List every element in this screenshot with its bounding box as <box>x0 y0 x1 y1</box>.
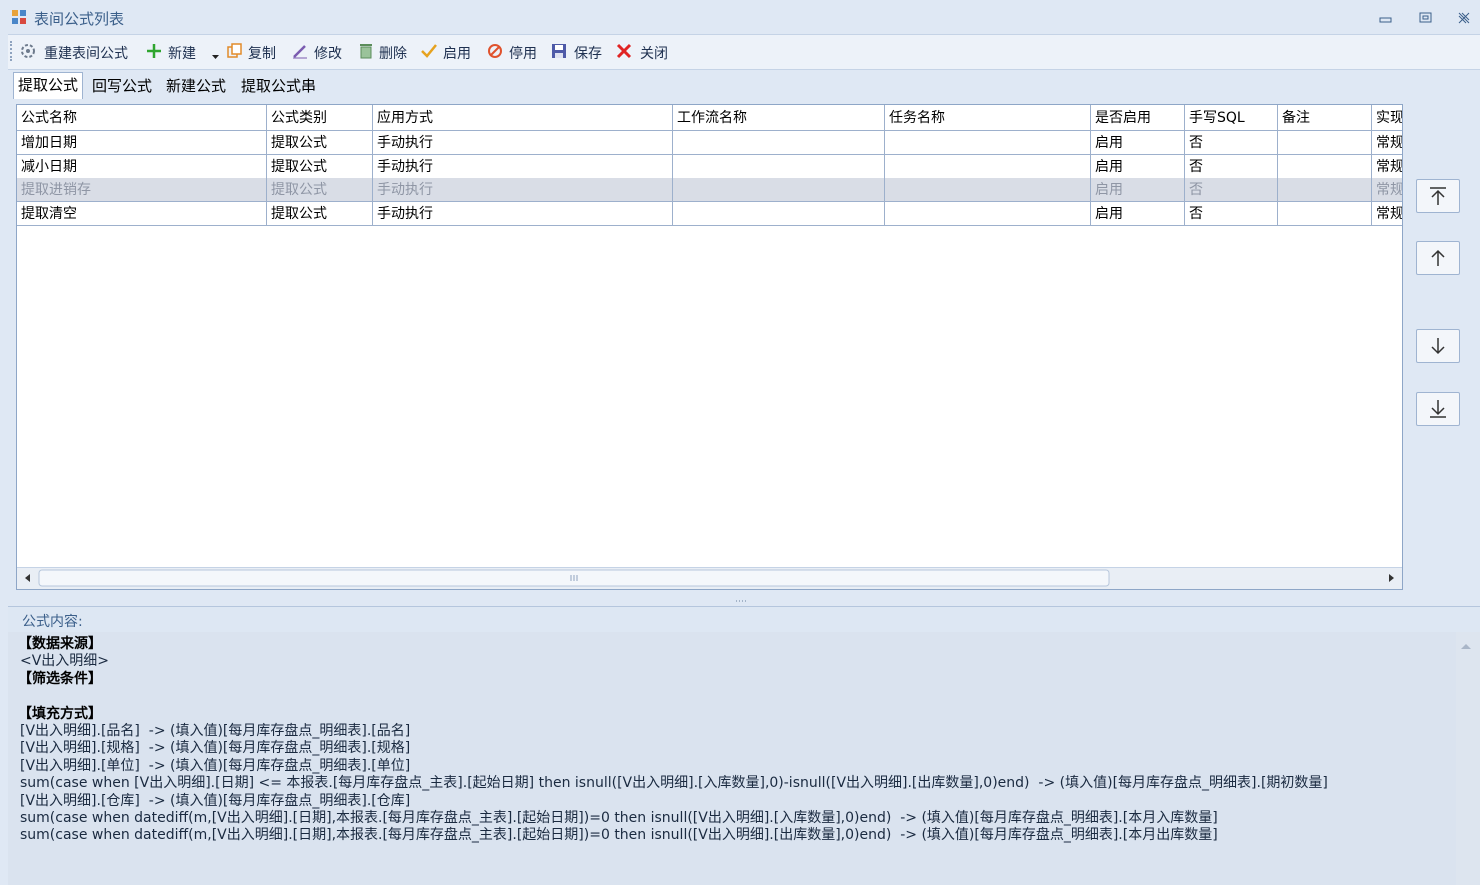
column-header[interactable]: 手写SQL <box>1185 105 1278 131</box>
tab[interactable]: 回写公式 <box>88 74 157 98</box>
grid-cell[interactable] <box>673 131 885 155</box>
grid-cell[interactable]: 手动执行 <box>373 131 673 155</box>
toolbar-icon <box>551 43 567 59</box>
grid-cell[interactable]: 否 <box>1185 131 1278 155</box>
formula-line: <V出入明细> <box>20 653 110 670</box>
tab[interactable]: 提取公式 <box>13 72 84 99</box>
toolbar-icon <box>146 43 162 59</box>
grid-cell[interactable]: 提取公式 <box>267 131 373 155</box>
grid-cell[interactable]: 常规 <box>1372 155 1402 179</box>
formula-line: [V出入明细].[仓库] -> (填入值)[每月库存盘点_明细表].[仓库] <box>20 792 411 809</box>
grid-cell[interactable]: 启用 <box>1091 201 1185 226</box>
grid-cell[interactable]: 常规 <box>1372 178 1402 202</box>
toolbar-button[interactable]: 关闭 <box>640 46 668 62</box>
formula-label-bar: 公式内容: <box>8 606 1480 634</box>
grid-cell[interactable]: 否 <box>1185 178 1278 202</box>
grid-cell[interactable]: 提取公式 <box>267 154 373 179</box>
dropdown-arrow[interactable] <box>212 48 220 59</box>
column-header[interactable]: 任务名称 <box>885 105 1091 131</box>
grid-cell[interactable]: 否 <box>1185 201 1278 226</box>
formula-grid: 公式名称 公式类别 应用方式 工作流名称 任务名称 是否启用 手写SQL 备注 实现 增加日期 提取… <box>16 104 1403 590</box>
grid-cell[interactable]: 常规 <box>1372 202 1402 226</box>
grid-cell[interactable]: 增加日期 <box>17 131 267 155</box>
formula-content: 【数据来源】 <V出入明细> 【筛选条件】 【填充方式】 [V出入明细].[品名] ->… <box>8 632 1456 885</box>
grid-cell[interactable]: 启用 <box>1091 178 1185 202</box>
toolbar-icon <box>487 43 503 59</box>
grid-cell[interactable]: 提取公式 <box>267 178 373 202</box>
grid-cell[interactable] <box>885 131 1091 155</box>
tab[interactable]: 新建公式 <box>162 74 231 98</box>
grid-cell[interactable] <box>1278 131 1372 155</box>
grid-cell[interactable] <box>885 154 1091 179</box>
toolbar-icon <box>20 43 36 59</box>
formula-label: 公式内容: <box>22 614 83 630</box>
scrollbar-graphics <box>25 569 1394 587</box>
splitter[interactable] <box>8 593 1480 605</box>
grid-cell[interactable] <box>885 178 1091 202</box>
column-header[interactable]: 是否启用 <box>1091 105 1185 131</box>
window-controls[interactable] <box>1376 10 1476 26</box>
column-header[interactable]: 公式类别 <box>267 105 373 131</box>
grid-cell[interactable] <box>1278 201 1372 226</box>
formula-line: sum(case when [V出入明细].[日期] <= 本报表.[每月库存盘… <box>20 775 1328 792</box>
grid-cell[interactable]: 减小日期 <box>17 154 267 179</box>
grid-cell[interactable]: 手动执行 <box>373 154 673 179</box>
grid-cell[interactable]: 手动执行 <box>373 201 673 226</box>
move-top-button[interactable] <box>1416 179 1460 213</box>
section-heading: 【筛选条件】 <box>18 670 102 687</box>
grid-cell[interactable] <box>673 201 885 226</box>
title-bar: 表间公式列表 <box>0 0 1480 34</box>
column-header[interactable]: 公式名称 <box>17 105 267 131</box>
grid-cell[interactable] <box>1278 178 1372 202</box>
toolbar-button[interactable]: 重建表间公式 <box>44 46 128 62</box>
app-icon <box>12 10 26 24</box>
section-heading: 【填充方式】 <box>18 705 102 722</box>
tab[interactable]: 提取公式串 <box>237 74 321 98</box>
toolbar-icon <box>292 43 308 59</box>
grid-cell[interactable]: 提取进销存 <box>17 178 267 202</box>
column-header[interactable]: 工作流名称 <box>673 105 885 131</box>
column-header[interactable]: 实现 <box>1372 105 1402 131</box>
toolbar-button[interactable]: 启用 <box>443 46 471 62</box>
grid-cell[interactable]: 启用 <box>1091 131 1185 155</box>
toolbar-icon <box>227 43 243 59</box>
formula-line: [V出入明细].[单位] -> (填入值)[每月库存盘点_明细表].[单位] <box>20 757 411 774</box>
grid-cell[interactable]: 手动执行 <box>373 178 673 202</box>
formula-line: [V出入明细].[品名] -> (填入值)[每月库存盘点_明细表].[品名] <box>20 723 411 740</box>
section-heading: 【数据来源】 <box>18 636 102 652</box>
toolbar-button[interactable]: 修改 <box>314 46 342 62</box>
formula-line: [V出入明细].[规格] -> (填入值)[每月库存盘点_明细表].[规格] <box>20 740 411 757</box>
column-header[interactable]: 备注 <box>1278 105 1372 131</box>
move-down-button[interactable] <box>1416 329 1460 363</box>
toolbar-button[interactable]: 复制 <box>248 46 276 62</box>
toolbar-button[interactable]: 删除 <box>379 46 407 62</box>
grid-cell[interactable]: 常规 <box>1372 131 1402 155</box>
window-title: 表间公式列表 <box>34 10 125 28</box>
grid-cell[interactable]: 提取公式 <box>267 201 373 226</box>
move-bottom-button[interactable] <box>1416 392 1460 426</box>
grid-cell[interactable] <box>885 201 1091 226</box>
horizontal-scrollbar[interactable] <box>17 567 1402 589</box>
toolbar-button[interactable]: 新建 <box>168 46 196 62</box>
formula-line: sum(case when datediff(m,[V出入明细].[日期],本报… <box>20 810 1218 827</box>
toolbar-grip <box>10 41 14 61</box>
grid-cell[interactable] <box>673 178 885 202</box>
toolbar-button[interactable]: 停用 <box>509 46 537 62</box>
toolbar-icon <box>421 43 437 59</box>
column-header[interactable]: 应用方式 <box>373 105 673 131</box>
formula-line: sum(case when datediff(m,[V出入明细].[日期],本报… <box>20 827 1218 844</box>
grid-cell[interactable]: 否 <box>1185 154 1278 179</box>
toolbar-icon <box>358 43 374 59</box>
toolbar-button[interactable]: 保存 <box>574 46 602 62</box>
toolbar: 重建表间公式 新建 复制 修改 删除 启用 停用 保存 关闭 <box>8 34 1480 70</box>
grid-cell[interactable]: 启用 <box>1091 154 1185 179</box>
grid-cell[interactable]: 提取清空 <box>17 201 267 226</box>
grid-cell[interactable] <box>673 154 885 179</box>
vertical-scrollbar[interactable] <box>1456 632 1480 885</box>
grid-cell[interactable] <box>1278 154 1372 179</box>
move-up-button[interactable] <box>1416 241 1460 275</box>
toolbar-icon <box>616 43 632 59</box>
blank-line <box>20 688 1456 705</box>
